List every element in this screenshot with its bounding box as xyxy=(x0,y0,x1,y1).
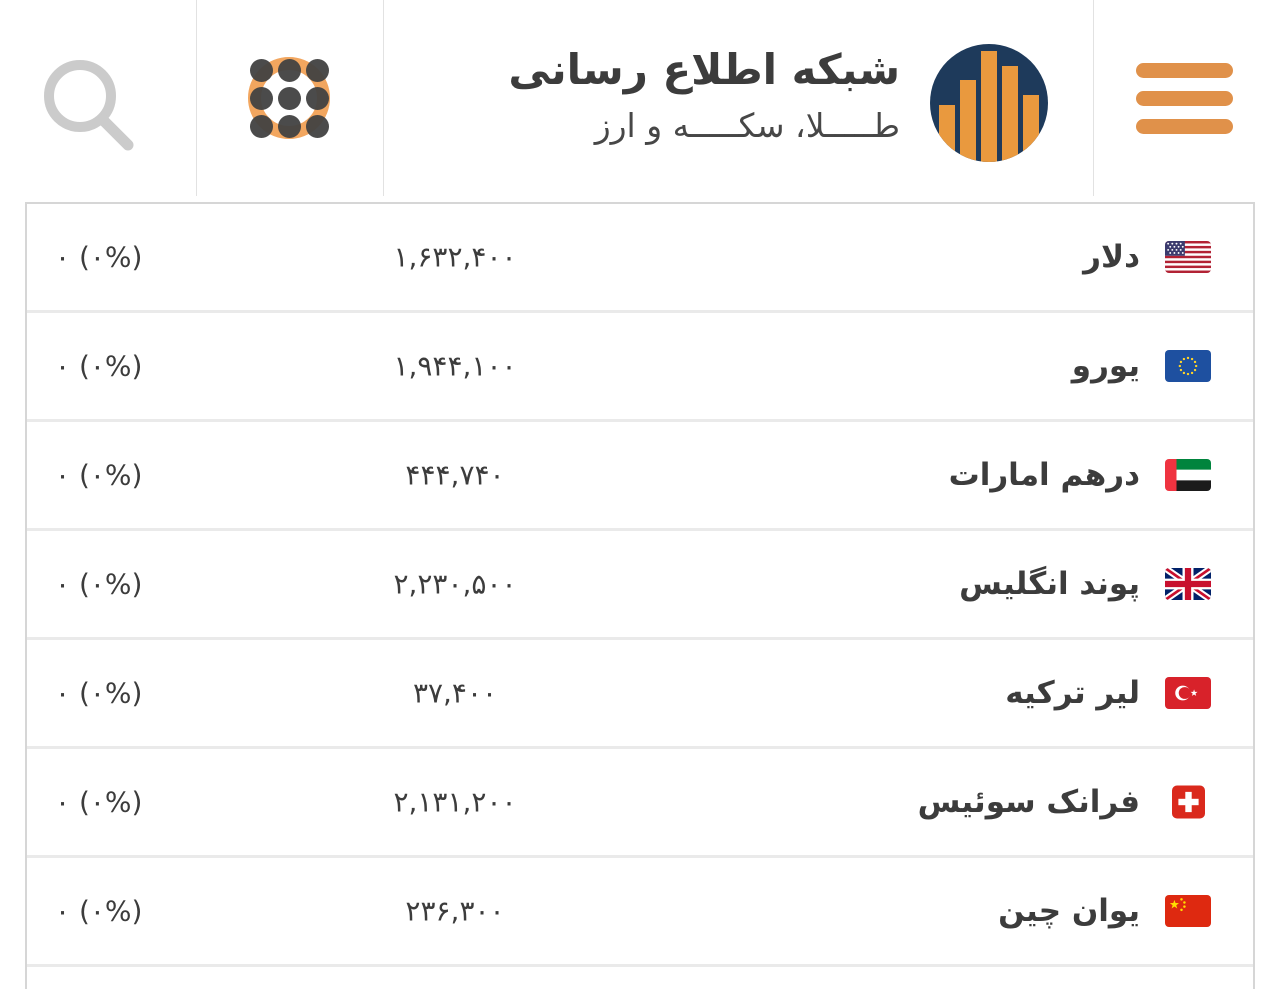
brand-title: شبکه اطلاع رسانی xyxy=(508,45,900,94)
currency-price: ۱,۹۴۴,۱۰۰ xyxy=(393,349,517,383)
cn-flag-icon xyxy=(1165,895,1211,927)
currency-name: لیر ترکیه xyxy=(1005,675,1140,711)
currency-change: ۰ (۰%) xyxy=(55,567,143,601)
header-divider xyxy=(383,0,384,196)
currency-name: پوند انگلیس xyxy=(959,566,1140,602)
currency-change: ۰ (۰%) xyxy=(55,894,143,928)
tr-flag-icon xyxy=(1165,677,1211,709)
header: شبکه اطلاع رسانی طـــــلا، سکـــــه و ار… xyxy=(0,0,1280,196)
currency-change: ۰ (۰%) xyxy=(55,458,143,492)
eu-flag-icon xyxy=(1165,350,1211,382)
brand-subtitle: طـــــلا، سکـــــه و ارز xyxy=(594,106,900,145)
search-icon xyxy=(44,60,134,151)
currency-change: ۰ (۰%) xyxy=(55,676,143,710)
currency-price: ۱,۶۳۲,۴۰۰ xyxy=(393,240,517,274)
currency-rates-table: دلار ۱,۶۳۲,۴۰۰ ۰ (۰%) یورو ۱,۹۴۴,۱۰۰ ۰ (… xyxy=(25,202,1255,989)
currency-price: ۲,۲۳۰,۵۰۰ xyxy=(393,567,517,601)
gb-flag-icon xyxy=(1165,568,1211,600)
currency-price: ۲۳۶,۳۰۰ xyxy=(405,894,505,928)
currency-name: فرانک سوئیس xyxy=(917,784,1140,820)
currency-row[interactable]: یورو ۱,۹۴۴,۱۰۰ ۰ (۰%) xyxy=(27,313,1253,422)
currency-row[interactable]: درهم امارات ۴۴۴,۷۴۰ ۰ (۰%) xyxy=(27,422,1253,531)
currency-change: ۰ (۰%) xyxy=(55,349,143,383)
currency-name: دلار xyxy=(1083,239,1140,275)
bar-chart-circle-logo[interactable] xyxy=(929,43,1049,163)
ae-flag-icon xyxy=(1165,459,1211,491)
currency-price: ۳۷,۴۰۰ xyxy=(412,676,498,710)
currency-row[interactable]: یوان چین ۲۳۶,۳۰۰ ۰ (۰%) xyxy=(27,858,1253,967)
brand[interactable]: شبکه اطلاع رسانی طـــــلا، سکـــــه و ار… xyxy=(508,40,900,152)
currency-name: یورو xyxy=(1071,348,1140,384)
header-divider xyxy=(196,0,197,196)
header-divider xyxy=(1093,0,1094,196)
currency-row[interactable]: فرانک سوئیس ۲,۱۳۱,۲۰۰ ۰ (۰%) xyxy=(27,749,1253,858)
us-flag-icon xyxy=(1165,241,1211,273)
hamburger-menu-button[interactable] xyxy=(1094,0,1280,196)
ch-flag-icon xyxy=(1172,785,1205,819)
currency-name: یوان چین xyxy=(998,893,1140,929)
hamburger-icon xyxy=(1136,63,1233,78)
currency-row[interactable]: لیر ترکیه ۳۷,۴۰۰ ۰ (۰%) xyxy=(27,640,1253,749)
apps-menu-button[interactable] xyxy=(197,0,383,196)
currency-row[interactable]: دلار ۱,۶۳۲,۴۰۰ ۰ (۰%) xyxy=(27,204,1253,313)
currency-change: ۰ (۰%) xyxy=(55,785,143,819)
currency-price: ۴۴۴,۷۴۰ xyxy=(405,458,505,492)
currency-change: ۰ (۰%) xyxy=(55,240,143,274)
currency-row[interactable]: پوند انگلیس ۲,۲۳۰,۵۰۰ ۰ (۰%) xyxy=(27,531,1253,640)
currency-price: ۲,۱۳۱,۲۰۰ xyxy=(393,785,517,819)
currency-name: درهم امارات xyxy=(948,457,1140,493)
search-button[interactable] xyxy=(0,0,196,196)
